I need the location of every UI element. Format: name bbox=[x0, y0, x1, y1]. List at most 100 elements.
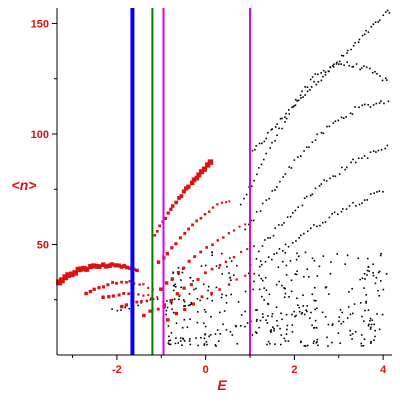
point-red bbox=[184, 186, 189, 191]
point-black bbox=[156, 298, 159, 300]
point-black bbox=[169, 343, 172, 346]
point-black bbox=[305, 146, 308, 148]
point-black bbox=[320, 183, 323, 185]
point-red bbox=[135, 300, 139, 304]
point-black bbox=[271, 141, 273, 144]
point-black bbox=[284, 116, 286, 118]
point-black bbox=[204, 333, 207, 335]
point-black bbox=[316, 338, 319, 341]
point-black bbox=[220, 296, 223, 299]
point-black bbox=[264, 276, 267, 279]
point-black bbox=[228, 272, 230, 274]
point-black bbox=[259, 260, 262, 262]
point-black bbox=[378, 270, 381, 273]
point-black bbox=[239, 203, 242, 206]
point-black bbox=[296, 100, 298, 102]
point-black bbox=[315, 342, 318, 344]
point-black bbox=[172, 284, 175, 287]
point-red bbox=[163, 303, 167, 306]
point-black bbox=[167, 325, 170, 327]
point-black bbox=[267, 256, 270, 259]
point-black bbox=[189, 318, 191, 321]
point-black bbox=[320, 131, 323, 134]
point-black bbox=[337, 213, 339, 216]
point-black bbox=[342, 320, 345, 323]
point-black bbox=[375, 102, 378, 105]
point-black bbox=[183, 300, 186, 303]
point-black bbox=[244, 310, 246, 313]
point-black bbox=[306, 310, 308, 313]
point-black bbox=[352, 312, 354, 315]
point-black bbox=[382, 288, 385, 291]
point-black bbox=[230, 260, 233, 262]
point-black bbox=[374, 70, 376, 73]
point-black bbox=[255, 332, 258, 334]
point-red bbox=[225, 201, 228, 204]
point-red bbox=[153, 234, 157, 237]
point-red bbox=[244, 274, 247, 277]
point-black bbox=[366, 257, 369, 260]
point-black bbox=[258, 274, 260, 277]
point-black bbox=[254, 148, 256, 151]
point-red bbox=[156, 296, 159, 299]
point-black bbox=[166, 306, 169, 309]
point-black bbox=[286, 324, 289, 327]
point-red bbox=[107, 295, 111, 299]
point-black bbox=[251, 334, 254, 336]
point-red bbox=[124, 303, 129, 307]
point-black bbox=[205, 341, 208, 343]
point-black bbox=[276, 123, 278, 126]
point-black bbox=[190, 301, 193, 304]
point-black bbox=[260, 263, 263, 266]
point-black bbox=[373, 192, 375, 194]
point-black bbox=[368, 323, 370, 326]
point-black bbox=[225, 329, 228, 331]
point-black bbox=[229, 331, 232, 333]
point-black bbox=[361, 157, 363, 159]
point-black bbox=[358, 203, 361, 206]
point-red bbox=[207, 159, 214, 165]
point-red bbox=[101, 285, 105, 289]
point-black bbox=[215, 286, 218, 289]
point-black bbox=[274, 139, 276, 142]
point-red bbox=[203, 212, 207, 216]
point-black bbox=[352, 201, 354, 204]
point-black bbox=[357, 257, 360, 260]
point-black bbox=[328, 216, 331, 219]
point-black bbox=[265, 152, 267, 155]
point-black bbox=[313, 80, 315, 83]
point-black bbox=[189, 277, 192, 279]
point-black bbox=[333, 63, 335, 66]
point-black bbox=[214, 344, 217, 346]
point-black bbox=[203, 344, 206, 346]
point-black bbox=[364, 309, 366, 312]
point-black bbox=[260, 163, 263, 166]
point-black bbox=[371, 319, 374, 322]
point-red bbox=[72, 270, 78, 276]
point-red bbox=[238, 225, 241, 228]
point-black bbox=[376, 191, 378, 193]
point-black bbox=[199, 299, 201, 302]
point-black bbox=[370, 326, 372, 329]
point-red bbox=[166, 211, 170, 215]
point-red bbox=[252, 245, 255, 248]
point-black bbox=[363, 65, 365, 67]
point-red bbox=[103, 264, 109, 269]
point-black bbox=[370, 323, 373, 326]
point-red bbox=[65, 272, 71, 278]
point-black bbox=[374, 21, 377, 24]
point-black bbox=[355, 205, 357, 207]
point-black bbox=[321, 221, 324, 224]
point-black bbox=[343, 64, 345, 67]
point-black bbox=[181, 271, 184, 274]
point-black bbox=[273, 327, 275, 330]
point-black bbox=[342, 54, 345, 57]
point-black bbox=[349, 334, 352, 337]
point-black bbox=[306, 86, 309, 89]
point-red bbox=[156, 260, 161, 264]
point-black bbox=[248, 272, 250, 275]
point-red bbox=[158, 224, 162, 228]
point-red bbox=[183, 307, 187, 312]
point-black bbox=[253, 179, 255, 182]
point-black bbox=[248, 223, 250, 226]
